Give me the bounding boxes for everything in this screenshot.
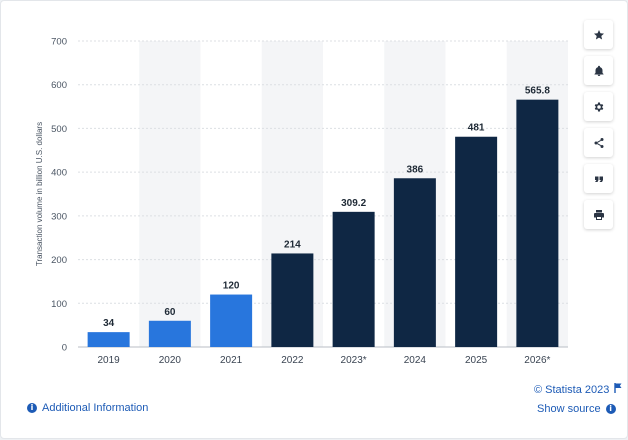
show-source-label: Show source — [537, 403, 601, 415]
settings-button[interactable] — [584, 92, 613, 121]
y-tick-label: 200 — [51, 255, 67, 266]
x-tick-label: 2025 — [465, 355, 488, 366]
bar — [87, 332, 130, 347]
copyright-text: © Statista 2023 — [534, 383, 610, 396]
info-icon: i — [605, 404, 616, 414]
bar — [332, 211, 375, 347]
cite-button[interactable] — [584, 164, 613, 193]
bar — [393, 178, 436, 347]
data-label: 481 — [468, 123, 485, 134]
star-icon — [593, 29, 605, 41]
y-tick-label: 0 — [62, 343, 67, 354]
data-label: 34 — [103, 318, 115, 329]
x-tick-label: 2022 — [281, 355, 304, 366]
x-tick-label: 2020 — [159, 355, 182, 366]
print-icon — [593, 209, 605, 221]
bell-icon — [593, 65, 605, 77]
share-button[interactable] — [584, 128, 613, 157]
y-tick-label: 700 — [51, 37, 67, 48]
x-tick-label: 2023* — [341, 355, 367, 366]
x-tick-label: 2024 — [404, 355, 427, 366]
share-icon — [593, 137, 605, 149]
additional-information-link[interactable]: i Additional Information — [27, 402, 148, 414]
data-label: 565.8 — [525, 86, 550, 97]
data-label: 386 — [407, 164, 424, 175]
data-label: 309.2 — [341, 198, 366, 209]
data-label: 120 — [223, 281, 240, 292]
data-label: 60 — [164, 307, 176, 318]
favorite-button[interactable] — [584, 20, 613, 49]
y-tick-label: 100 — [51, 299, 67, 310]
x-tick-label: 2019 — [98, 355, 121, 366]
data-label: 214 — [284, 239, 301, 250]
bar — [148, 320, 191, 347]
bar — [516, 99, 559, 347]
x-tick-label: 2021 — [220, 355, 243, 366]
flag-icon — [614, 383, 623, 396]
copyright-link[interactable]: © Statista 2023 — [534, 383, 623, 396]
bar — [455, 136, 498, 347]
quote-icon — [593, 173, 605, 185]
gear-icon — [593, 101, 605, 113]
info-icon: i — [27, 403, 37, 413]
column-band — [139, 41, 201, 347]
x-tick-label: 2026* — [524, 355, 550, 366]
notification-button[interactable] — [584, 56, 613, 85]
y-tick-label: 300 — [51, 211, 67, 222]
print-button[interactable] — [584, 200, 613, 229]
y-tick-label: 400 — [51, 168, 67, 179]
bar — [210, 294, 253, 347]
y-tick-label: 600 — [51, 80, 67, 91]
bar — [271, 253, 314, 347]
additional-information-label: Additional Information — [42, 402, 149, 414]
show-source-link[interactable]: Show source i — [537, 403, 616, 415]
y-axis-title: Transaction volume in billion U.S. dolla… — [35, 122, 44, 266]
y-tick-label: 500 — [51, 124, 67, 135]
